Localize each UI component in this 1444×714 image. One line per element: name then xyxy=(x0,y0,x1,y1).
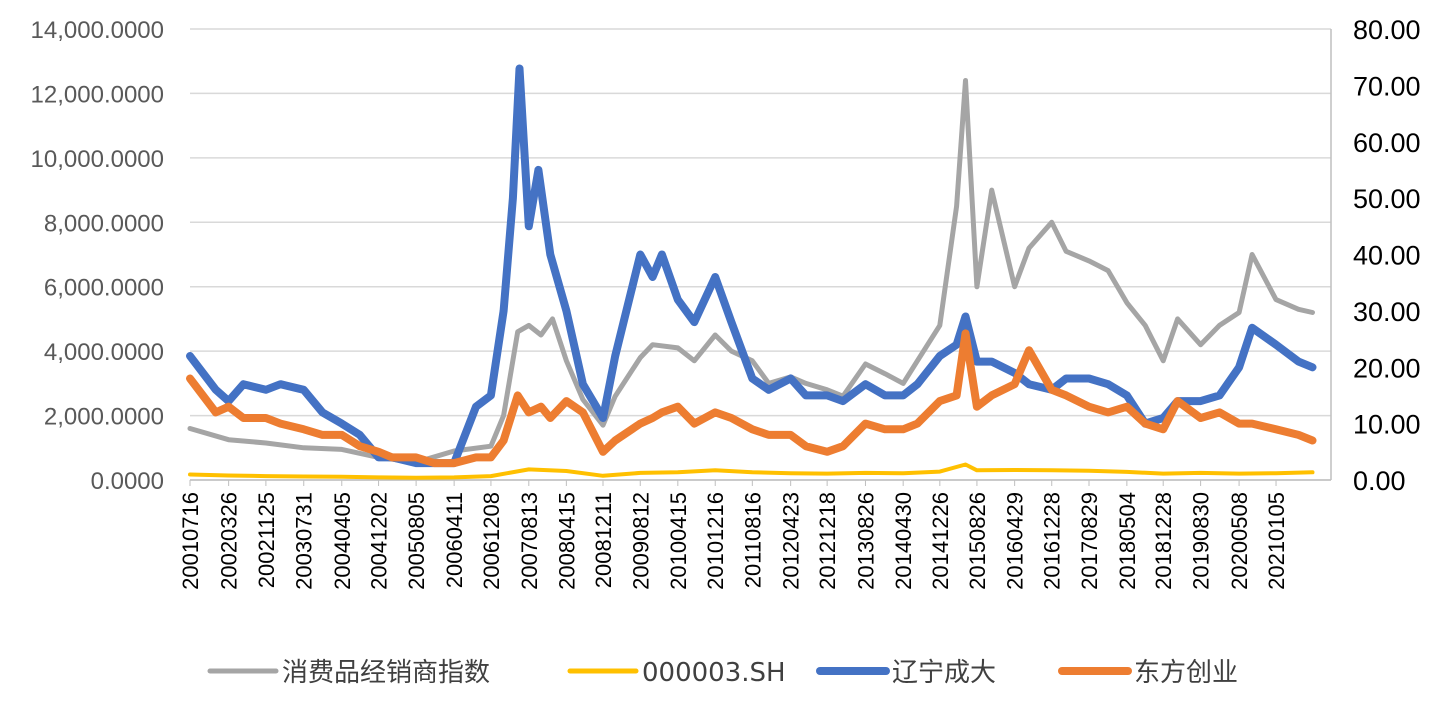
x-tick-label: 20210105 xyxy=(1264,492,1289,590)
x-tick-label: 20190830 xyxy=(1189,492,1214,590)
x-axis: 20010716 20020326 20021125 20030731 20040405… xyxy=(178,479,1331,590)
y-tick-left-label: 4,000.0000 xyxy=(44,339,164,366)
legend-item[interactable]: 东方创业 xyxy=(1058,658,1238,688)
x-tick-label: 20170829 xyxy=(1077,492,1102,590)
y-tick-right-label: 80.00 xyxy=(1353,15,1421,45)
x-tick-label: 20080415 xyxy=(554,492,579,590)
x-tick-label: 20020326 xyxy=(217,492,242,590)
legend-item[interactable]: 辽宁成大 xyxy=(816,658,996,688)
x-tick-label: 20081211 xyxy=(591,492,616,588)
x-tick-label: 20060411 xyxy=(442,492,467,588)
x-tick-label: 20010716 xyxy=(178,492,203,590)
y-tick-right-label: 40.00 xyxy=(1353,241,1421,271)
x-tick-label: 20041202 xyxy=(367,492,392,590)
x-tick-label: 20101216 xyxy=(703,492,728,590)
gridlines xyxy=(190,28,1331,481)
y-tick-right-label: 60.00 xyxy=(1353,128,1421,158)
x-tick-label: 20160429 xyxy=(1003,492,1028,590)
x-tick-label: 20200508 xyxy=(1227,492,1252,590)
x-tick-label: 20150826 xyxy=(965,492,990,590)
y-tick-right-label: 0.00 xyxy=(1353,466,1406,496)
y-tick-left-label: 6,000.0000 xyxy=(44,275,164,302)
series-line-3 xyxy=(186,329,1317,468)
x-tick-label: 20180504 xyxy=(1115,492,1140,590)
legend-label: 消费品经销商指数 xyxy=(282,658,490,688)
x-tick-label: 20021125 xyxy=(254,492,279,588)
legend-item[interactable]: 消费品经销商指数 xyxy=(207,658,490,688)
x-tick-label: 20121218 xyxy=(815,492,840,590)
x-tick-label: 20050805 xyxy=(404,492,429,590)
legend: 消费品经销商指数 000003.SH 辽宁成大 东方创业 xyxy=(207,658,1238,688)
series-line-1 xyxy=(188,462,1315,480)
plot-area xyxy=(186,64,1317,480)
x-tick-label: 20100415 xyxy=(666,492,691,590)
y-tick-left-label: 0.0000 xyxy=(91,468,164,495)
y-tick-right-label: 70.00 xyxy=(1353,71,1421,101)
x-tick-label: 20120423 xyxy=(779,492,804,590)
y-axis-left: 0.0000 2,000.0000 4,000.0000 6,000.0000 8,00… xyxy=(31,17,164,495)
legend-label: 东方创业 xyxy=(1134,658,1238,688)
legend-label: 000003.SH xyxy=(642,658,786,688)
series-line-0 xyxy=(187,78,1315,465)
x-tick-label: 20110816 xyxy=(740,492,765,588)
y-tick-left-label: 12,000.0000 xyxy=(31,81,164,108)
x-tick-label: 20141226 xyxy=(928,492,953,590)
x-tick-label: 20130826 xyxy=(853,492,878,590)
y-tick-left-label: 2,000.0000 xyxy=(44,404,164,431)
y-tick-right-label: 30.00 xyxy=(1353,297,1421,327)
x-tick-label: 20070813 xyxy=(517,492,542,590)
y-tick-left-label: 10,000.0000 xyxy=(31,146,164,173)
y-tick-right-label: 20.00 xyxy=(1353,353,1421,383)
y-tick-left-label: 14,000.0000 xyxy=(31,17,164,44)
x-tick-label: 20090812 xyxy=(628,492,653,590)
x-tick-label: 20030731 xyxy=(292,492,317,590)
y-tick-left-label: 8,000.0000 xyxy=(44,210,164,237)
y-tick-right-label: 10.00 xyxy=(1353,410,1421,440)
legend-label: 辽宁成大 xyxy=(892,658,996,688)
x-tick-label: 20181228 xyxy=(1151,492,1176,590)
y-tick-right-label: 50.00 xyxy=(1353,184,1421,214)
series-line-2 xyxy=(186,64,1317,468)
x-tick-label: 20061208 xyxy=(479,492,504,590)
x-tick-label: 20140430 xyxy=(891,492,916,590)
legend-item[interactable]: 000003.SH xyxy=(567,658,786,688)
y-axis-right: 0.00 10.00 20.00 30.00 40.00 50.00 60.00 70.00 8… xyxy=(1330,15,1421,496)
x-tick-label: 20040405 xyxy=(330,492,355,590)
x-tick-label: 20161228 xyxy=(1040,492,1065,590)
